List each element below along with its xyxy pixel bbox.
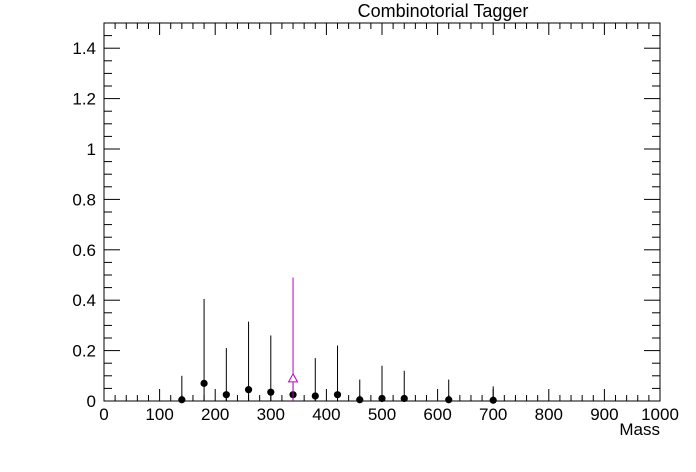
x-tick-label: 600 <box>423 405 451 424</box>
x-tick-labels: 0 100 200 300 400 500 600 700 800 900 1000 <box>99 405 679 424</box>
y-tick-labels: 0 0.2 0.4 0.6 0.8 1 1.2 1.4 <box>72 39 96 411</box>
data-point-triangle <box>287 372 299 383</box>
data-point <box>445 396 453 404</box>
x-tick-label: 900 <box>590 405 618 424</box>
x-tick-label: 1000 <box>641 405 679 424</box>
data-point <box>356 396 364 404</box>
y-tick-label: 0.4 <box>72 291 96 310</box>
x-tick-label: 0 <box>99 405 108 424</box>
x-axis-title: Mass <box>619 420 660 439</box>
y-tick-label: 0.6 <box>72 241 96 260</box>
x-tick-label: 100 <box>145 405 173 424</box>
data-point <box>378 394 386 403</box>
data-point <box>333 391 342 399</box>
y-tick-label: 1 <box>87 140 96 159</box>
y-tick-label: 0 <box>87 392 96 411</box>
x-tick-label: 400 <box>312 405 340 424</box>
x-tick-label: 800 <box>535 405 563 424</box>
x-tick-label: 500 <box>368 405 396 424</box>
y-tick-label: 1.4 <box>72 39 96 58</box>
data-marks <box>178 277 497 404</box>
data-point <box>200 379 208 387</box>
data-point <box>222 391 230 399</box>
x-tick-label: 200 <box>201 405 229 424</box>
y-tick-label: 0.2 <box>72 342 96 361</box>
y-tick-label: 1.2 <box>72 90 96 109</box>
data-point <box>178 396 186 404</box>
plot-frame <box>103 22 661 402</box>
y-tick-label: 0.8 <box>72 190 96 209</box>
data-point <box>267 388 275 396</box>
data-point <box>400 394 408 403</box>
data-point <box>311 392 319 400</box>
axis-ticks <box>103 22 661 402</box>
x-tick-label: 700 <box>479 405 507 424</box>
chart-title: Combinotorial Tagger <box>358 1 529 21</box>
data-point <box>489 396 497 404</box>
x-tick-label: 300 <box>257 405 285 424</box>
data-point <box>244 386 253 394</box>
